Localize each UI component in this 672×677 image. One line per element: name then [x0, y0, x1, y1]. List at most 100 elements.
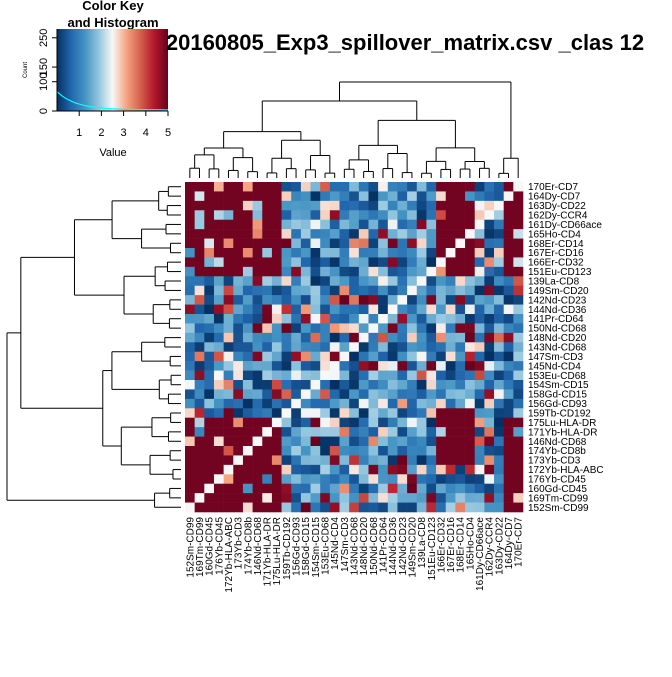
heatmap-cell [416, 398, 427, 409]
heatmap-cell [194, 248, 205, 258]
heatmap-cell [513, 380, 524, 390]
heatmap-cell [407, 219, 418, 230]
heatmap-cell [194, 455, 205, 466]
row-label: 163Dy-CD22 [528, 201, 586, 212]
heatmap-cell [465, 257, 476, 268]
heatmap-cell [320, 502, 331, 513]
heatmap-cell [368, 210, 379, 221]
heatmap-cell [416, 257, 427, 268]
heatmap-cell [271, 389, 282, 400]
row-label: 150Nd-CD68 [528, 324, 587, 335]
column-label: 144Nd-CD36 [388, 517, 399, 576]
heatmap-cell [407, 436, 418, 447]
heatmap-cell [494, 285, 504, 296]
heatmap-cell [271, 351, 282, 362]
heatmap-cell [310, 436, 321, 447]
heatmap-cell [503, 427, 514, 437]
heatmap-cell [213, 464, 224, 475]
heatmap-cell [271, 370, 282, 381]
heatmap-cell [233, 455, 244, 466]
heatmap-cell [339, 332, 350, 343]
heatmap-cell [426, 380, 437, 390]
heatmap-cell [503, 248, 514, 258]
heatmap-cell [474, 351, 485, 362]
row-label: 146Nd-CD68 [528, 437, 587, 448]
heatmap-cell [320, 417, 331, 428]
heatmap-cell [194, 436, 205, 447]
heatmap-cell [494, 483, 504, 494]
heatmap-cell [455, 332, 466, 343]
heatmap-cell [378, 455, 389, 466]
column-label: 172Yb-HLA-ABC [224, 517, 235, 593]
heatmap-cell [426, 464, 437, 475]
heatmap-cell [185, 408, 195, 419]
heatmap-cell [474, 200, 485, 211]
row-label: 153Eu-CD68 [528, 371, 586, 382]
heatmap-cell [407, 389, 418, 400]
heatmap-cell [426, 285, 437, 296]
heatmap-cell [474, 446, 485, 456]
heatmap-cell [194, 276, 205, 287]
heatmap-cell [252, 200, 263, 211]
heatmap-cell [281, 361, 292, 371]
heatmap-cell [387, 219, 398, 230]
heatmap-cell [185, 182, 195, 192]
heatmap-cell [349, 238, 360, 249]
heatmap-cell [242, 285, 253, 296]
heatmap-cell [213, 257, 224, 268]
heatmap-cell [339, 389, 350, 400]
color-key-gradient [57, 29, 168, 111]
heatmap-cell [300, 483, 311, 494]
heatmap-cell [339, 427, 350, 437]
heatmap-cell [445, 295, 456, 305]
heatmap-cell [349, 427, 360, 437]
heatmap-cell [465, 464, 476, 475]
heatmap-cell [310, 314, 321, 324]
heatmap-cell [194, 219, 205, 230]
heatmap-cell [368, 238, 379, 249]
heatmap-cell [300, 389, 311, 400]
heatmap-cell [397, 398, 408, 409]
heatmap-cell [194, 266, 205, 277]
heatmap-cell [436, 361, 447, 371]
heatmap-cell [513, 398, 524, 409]
heatmap-cell [300, 323, 311, 334]
heatmap-cell [262, 361, 273, 371]
heatmap-cell [320, 361, 331, 371]
heatmap-cell [291, 436, 302, 447]
heatmap-cell [368, 304, 379, 315]
heatmap-cell [474, 436, 485, 447]
heatmap-cell [358, 483, 369, 494]
heatmap-cell [397, 455, 408, 466]
heatmap-cell [233, 219, 244, 230]
heatmap-cell [455, 210, 466, 221]
heatmap-cell [204, 257, 215, 268]
heatmap-cell [223, 229, 234, 239]
heatmap-cell [185, 276, 195, 287]
heatmap-cell [455, 474, 466, 485]
heatmap-cell [223, 238, 234, 249]
heatmap-cell [194, 229, 205, 239]
heatmap-cell [320, 380, 331, 390]
heatmap-cell [339, 351, 350, 362]
heatmap-cell [339, 446, 350, 456]
heatmap-cell [436, 493, 447, 503]
heatmap-cell [242, 266, 253, 277]
heatmap-cell [378, 210, 389, 221]
heatmap-cell [378, 417, 389, 428]
heatmap-cell [252, 238, 263, 249]
heatmap-cell [397, 493, 408, 503]
row-label: 173Yb-CD3 [528, 456, 581, 467]
heatmap-cell [455, 389, 466, 400]
heatmap-cell [503, 191, 514, 202]
heatmap-cell [320, 389, 331, 400]
heatmap-cell [416, 285, 427, 296]
heatmap-cell [465, 389, 476, 400]
heatmap-cell [416, 219, 427, 230]
heatmap-cell [233, 351, 244, 362]
heatmap-cell [436, 332, 447, 343]
heatmap-cell [252, 304, 263, 315]
heatmap-cell [455, 342, 466, 353]
heatmap-cell [271, 408, 282, 419]
heatmap-cell [252, 493, 263, 503]
